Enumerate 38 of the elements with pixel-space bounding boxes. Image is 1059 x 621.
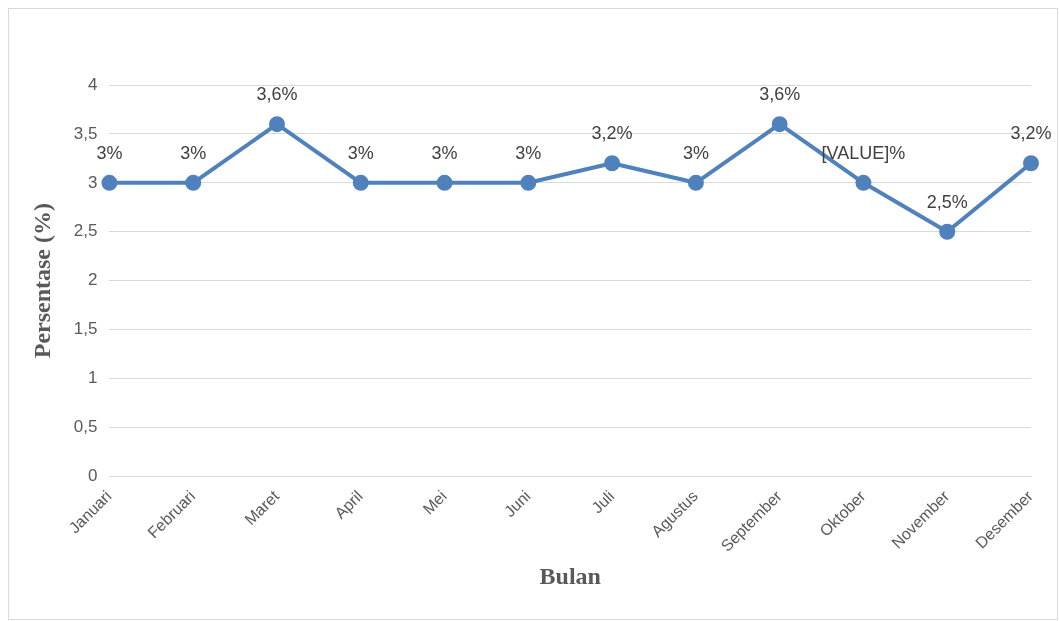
point — [101, 174, 118, 191]
y-tick-label: 0 — [87, 465, 98, 485]
y-tick-label: 3,5 — [73, 123, 98, 143]
x-tick-label: Juli — [588, 487, 618, 517]
data-label: 3,6% — [759, 84, 801, 105]
point — [855, 174, 872, 191]
data-label: 3,6% — [256, 84, 298, 105]
y-tick-label: 1 — [87, 368, 98, 388]
point — [939, 223, 956, 240]
point — [436, 174, 453, 191]
data-label: 3% — [431, 142, 458, 163]
point — [604, 155, 621, 172]
point — [352, 174, 369, 191]
y-tick-label: 4 — [87, 74, 98, 94]
y-axis-title: Persentase (%) — [28, 203, 55, 359]
data-label: 3% — [515, 142, 542, 163]
point — [520, 174, 537, 191]
data-label: 3% — [347, 142, 374, 163]
x-tick-label: Juni — [500, 487, 534, 521]
data-label: 3% — [96, 142, 123, 163]
data-label: 3% — [180, 142, 207, 163]
y-tick-label: 0,5 — [73, 417, 98, 437]
y-tick-label: 1,5 — [73, 319, 98, 339]
y-tick-label: 3 — [87, 172, 98, 192]
data-label: 3,2% — [591, 123, 633, 144]
y-tick-label: 2 — [87, 270, 98, 290]
x-axis-title: Bulan — [539, 562, 601, 589]
point — [771, 116, 788, 133]
x-tick-label: Mei — [419, 487, 450, 518]
point — [185, 174, 202, 191]
data-label: 3,2% — [1010, 123, 1052, 144]
data-label: 3% — [682, 142, 709, 163]
point — [268, 116, 285, 133]
point — [687, 174, 704, 191]
data-label: [VALUE]% — [821, 142, 906, 163]
data-label: 2,5% — [926, 191, 968, 212]
y-tick-label: 2,5 — [73, 221, 98, 241]
point — [1023, 155, 1039, 172]
